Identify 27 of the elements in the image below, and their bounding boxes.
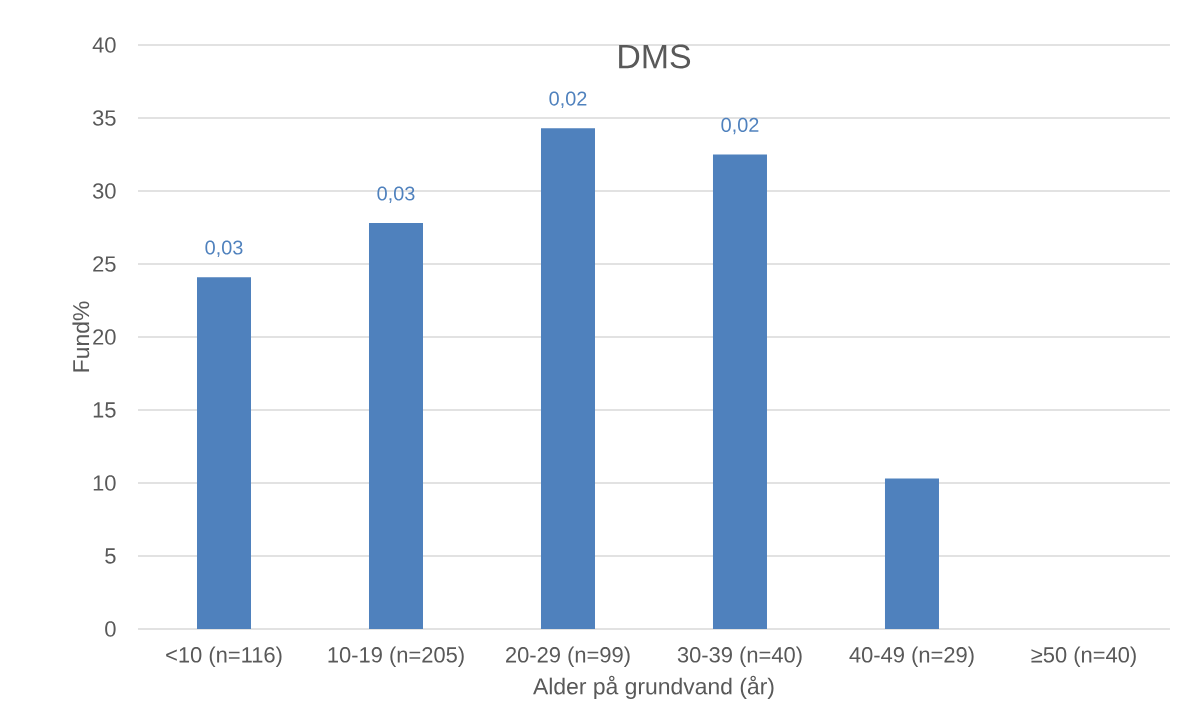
y-tick-label: 35 <box>92 110 116 126</box>
y-tick-label: 0 <box>105 621 116 637</box>
y-tick-label: 20 <box>93 329 116 345</box>
y-tick-label: 40 <box>92 37 116 53</box>
annotation: 0,02 <box>721 117 759 135</box>
y-tick-label: 10 <box>93 475 116 491</box>
y-axis-title: Fund% <box>72 301 90 372</box>
annotation: 0,03 <box>377 186 415 203</box>
annotation: 0,03 <box>205 240 243 257</box>
y-tick-label: 25 <box>93 256 116 272</box>
x-tick-label: 30-39 (n=40) <box>677 646 802 667</box>
bar <box>884 478 939 629</box>
x-tick-label: 10-19 (n=205) <box>328 646 464 667</box>
bar <box>197 277 251 629</box>
bar <box>540 128 595 629</box>
y-tick-label: 30 <box>92 183 116 199</box>
y-tick-label: 15 <box>93 402 116 418</box>
y-tick-label: 5 <box>105 548 116 564</box>
x-tick-label: ≥50 (n=40) <box>1031 646 1136 667</box>
chart-title: DMS <box>619 44 691 69</box>
annotation: 0,02 <box>549 91 587 109</box>
x-tick-label: <10 (n=116) <box>166 646 282 667</box>
x-tick-label: 40-49 (n=29) <box>849 646 974 667</box>
x-axis-title: Alder på grundvand (år) <box>533 675 774 699</box>
bar <box>712 154 767 629</box>
bar <box>368 223 423 629</box>
x-tick-label: 20-29 (n=99) <box>506 646 630 667</box>
